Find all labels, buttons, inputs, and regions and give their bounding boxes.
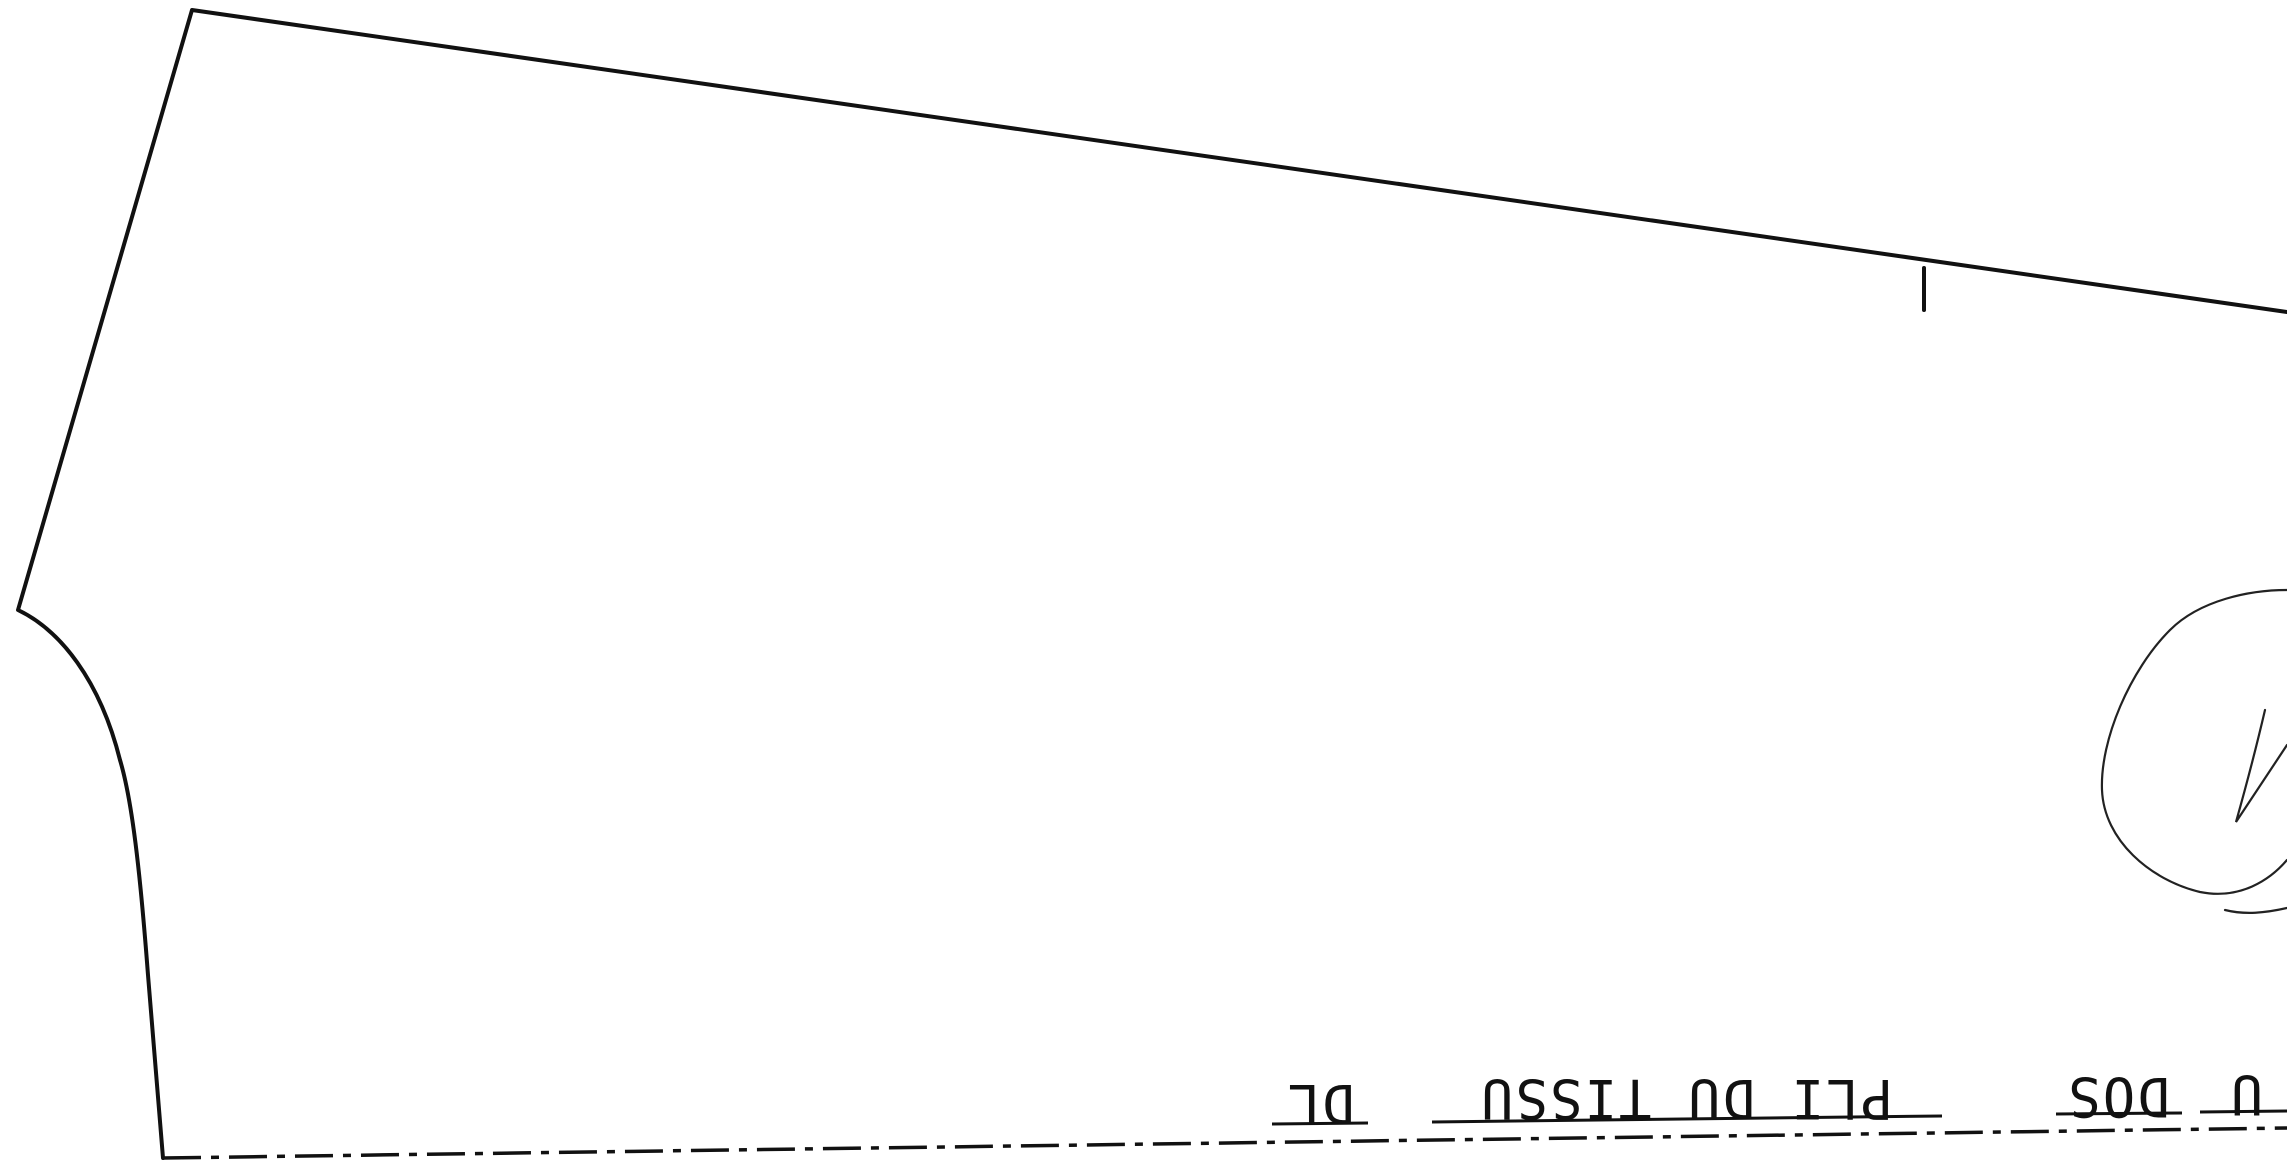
handwritten-circle-mark — [2100, 588, 2287, 914]
label-cut-off: U — [2229, 1063, 2264, 1126]
fold-line — [162, 1126, 2287, 1160]
handwritten-circle-tail — [2223, 906, 2287, 914]
label-underline-fold — [1431, 1114, 1943, 1124]
handwritten-v-stroke — [2234, 708, 2287, 823]
label-underline-dos — [2055, 1111, 2183, 1116]
label-fold: PLI DU TISSU — [1479, 1067, 1893, 1130]
handwritten-circle — [2100, 588, 2287, 895]
pattern-outline — [16, 8, 2287, 1160]
label-underline-u — [2199, 1109, 2287, 1114]
label-back-center: DOS — [2066, 1065, 2170, 1128]
label-underline-dl — [1271, 1121, 1369, 1126]
label-grain-mark: DL — [1285, 1072, 1354, 1135]
